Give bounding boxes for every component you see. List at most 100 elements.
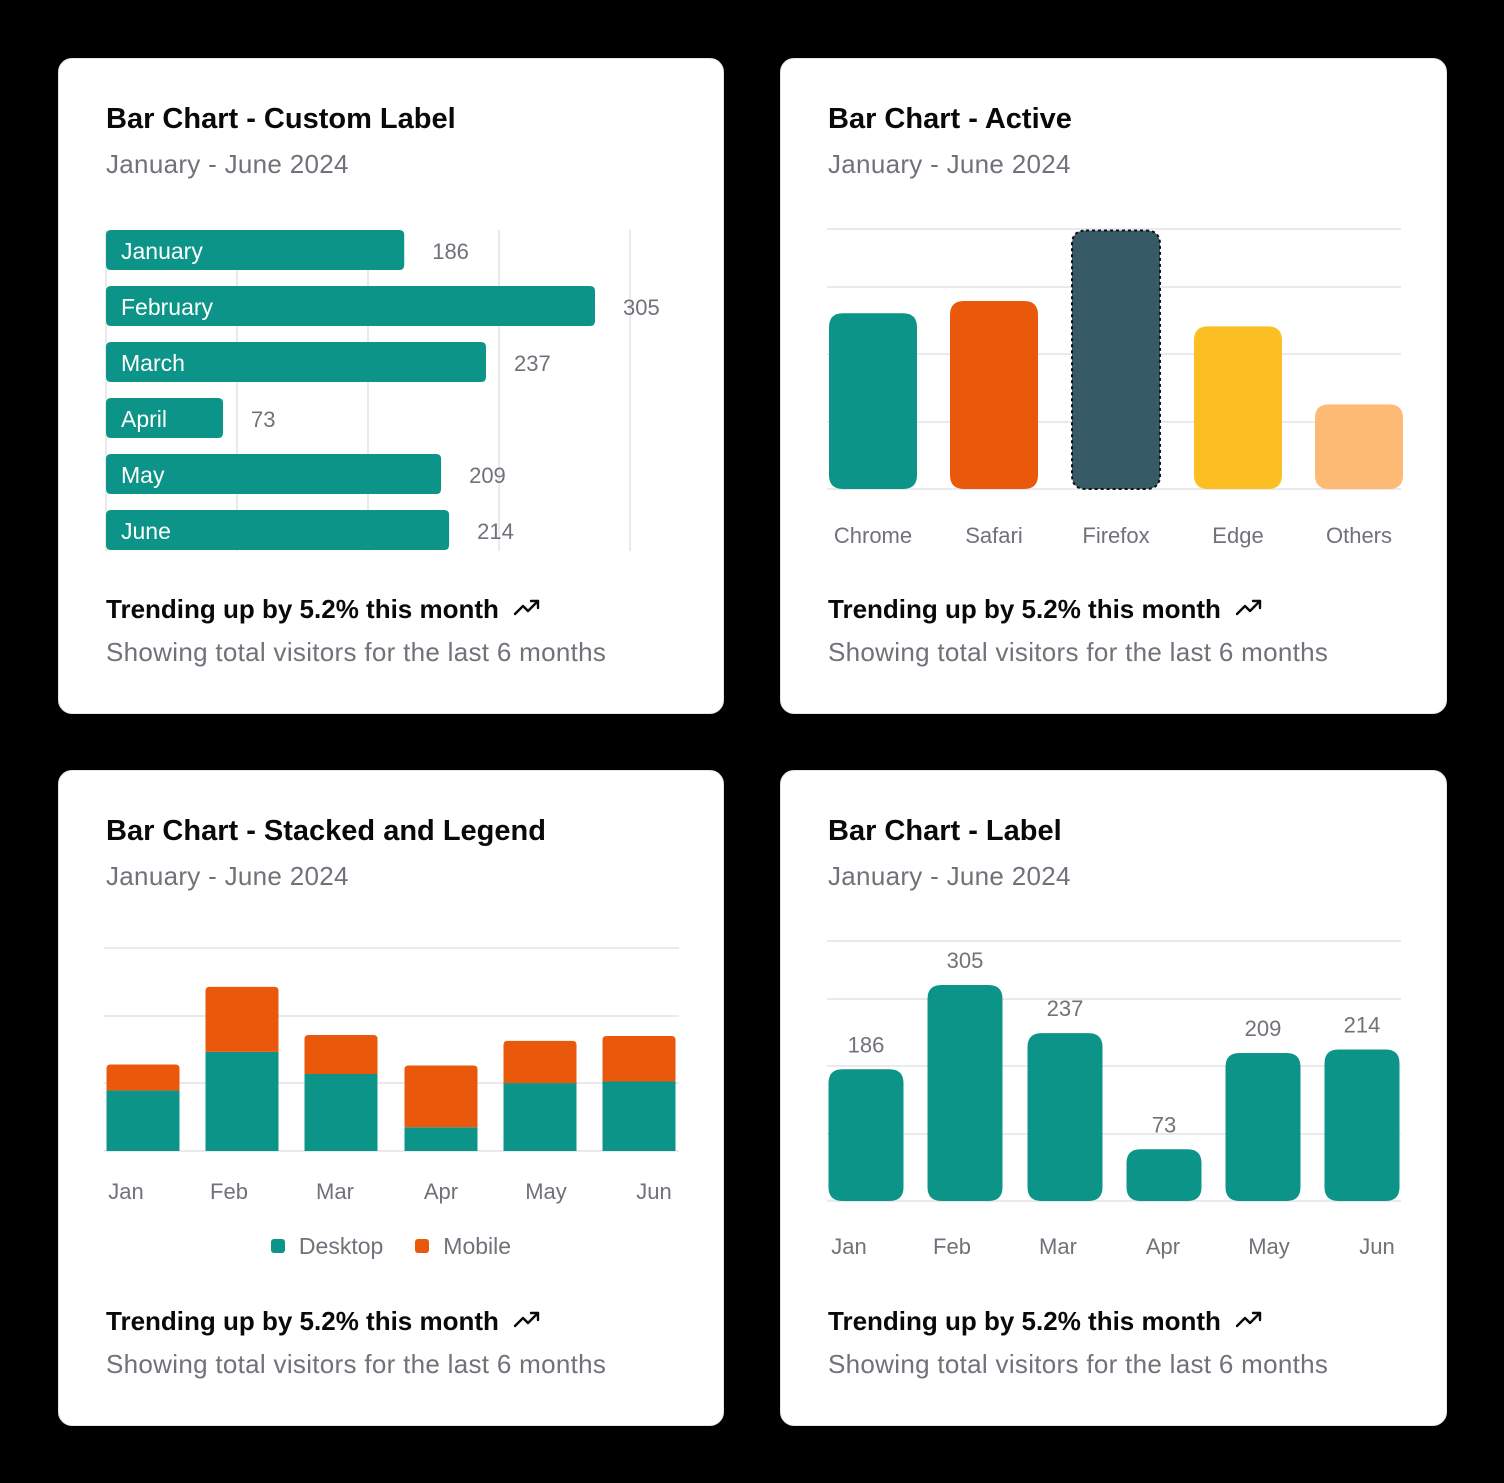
legend-label: Mobile [443, 1233, 512, 1259]
trending-up-icon [513, 1306, 541, 1337]
bar [829, 313, 917, 489]
card-subtitle: January - June 2024 [106, 149, 349, 179]
x-tick-label: Jan [831, 1234, 866, 1259]
trending-up-icon [513, 594, 541, 625]
legend-label: Desktop [298, 1233, 384, 1259]
bar-segment-desktop [503, 1083, 577, 1151]
x-tick-label: Apr [1146, 1234, 1180, 1259]
card-custom-label: Bar Chart - Custom Label January - June … [58, 58, 724, 714]
bar-segment-mobile [602, 1035, 676, 1082]
card-footer-note: Showing total visitors for the last 6 mo… [106, 637, 607, 667]
bar [927, 985, 1003, 1201]
x-tick-label: Feb [933, 1234, 971, 1259]
x-tick-label: Firefox [1082, 523, 1149, 548]
bar [106, 230, 405, 270]
card-subtitle: January - June 2024 [828, 861, 1071, 891]
bar-segment-desktop [304, 1073, 378, 1151]
x-tick-label: Feb [210, 1179, 248, 1204]
x-tick-label: Safari [965, 523, 1022, 548]
x-tick-label: Mar [316, 1179, 354, 1204]
bar [950, 301, 1038, 489]
card-title: Bar Chart - Active [828, 103, 1072, 135]
bar [828, 1069, 904, 1201]
trend-text: Trending up by 5.2% this month [106, 594, 541, 625]
bar-value-label: 73 [251, 407, 275, 432]
trend-text: Trending up by 5.2% this month [106, 1306, 541, 1337]
x-tick-label: Jun [636, 1179, 671, 1204]
bar [1324, 1049, 1400, 1201]
bar [106, 510, 450, 550]
bar-category-label: February [121, 294, 214, 320]
card-active: Bar Chart - Active January - June 2024 C… [780, 58, 1447, 714]
x-tick-label: May [1248, 1234, 1290, 1259]
card-label: Bar Chart - Label January - June 2024 18… [780, 770, 1447, 1426]
card-title: Bar Chart - Custom Label [106, 103, 456, 135]
x-tick-label: May [525, 1179, 567, 1204]
bar-value-label: 73 [1152, 1112, 1176, 1137]
bar-segment-mobile [304, 1034, 378, 1074]
active-bar [1071, 229, 1161, 490]
bar-segment-mobile [205, 986, 279, 1052]
x-tick-label: Chrome [834, 523, 912, 548]
bar-segment-desktop [602, 1081, 676, 1151]
bar-segment-desktop [205, 1051, 279, 1151]
x-tick-label: Apr [424, 1179, 458, 1204]
x-tick-label: Others [1326, 523, 1392, 548]
x-tick-label: Jun [1359, 1234, 1394, 1259]
trend-label: Trending up by 5.2% this month [106, 1306, 499, 1336]
bar-value-label: 237 [1047, 996, 1084, 1021]
bar [106, 342, 486, 382]
stacked-bar-chart: Jan Feb Mar Apr May Jun [104, 947, 679, 1204]
bar-segment-mobile [106, 1064, 180, 1091]
card-title: Bar Chart - Label [828, 815, 1062, 847]
legend-swatch [415, 1238, 430, 1253]
horizontal-bar-chart: January 186 February 305 March 237 April 73 May 2… [105, 230, 660, 551]
legend-item-desktop: Desktop [270, 1233, 384, 1260]
trend-text: Trending up by 5.2% this month [828, 594, 1263, 625]
card-title: Bar Chart - Stacked and Legend [106, 815, 546, 847]
bar [106, 398, 224, 438]
x-tick-label: Mar [1039, 1234, 1077, 1259]
trend-label: Trending up by 5.2% this month [828, 1306, 1221, 1336]
chart-legend: Desktop Mobile [59, 1233, 723, 1260]
bar-category-label: June [121, 518, 171, 544]
bar-category-label: March [121, 350, 185, 376]
bar-value-label: 209 [469, 463, 506, 488]
trending-up-icon [1235, 594, 1263, 625]
bar [106, 454, 442, 494]
bar-value-label: 214 [1344, 1012, 1381, 1037]
x-tick-label: Edge [1212, 523, 1263, 548]
bar-segment-desktop [106, 1090, 180, 1151]
bar-value-label: 305 [947, 948, 984, 973]
labeled-bar-chart: 186 Jan 305 Feb 237 Mar 73 Apr 209 May 214 Jun [827, 940, 1401, 1259]
bar-segment-mobile [503, 1040, 577, 1084]
bar [1315, 404, 1403, 489]
card-subtitle: January - June 2024 [106, 861, 349, 891]
trend-text: Trending up by 5.2% this month [828, 1306, 1263, 1337]
bar [106, 286, 595, 326]
trend-label: Trending up by 5.2% this month [828, 594, 1221, 624]
trending-up-icon [1235, 1306, 1263, 1337]
x-tick-label: Jan [108, 1179, 143, 1204]
legend-item-mobile: Mobile [415, 1233, 511, 1260]
bar-value-label: 209 [1245, 1016, 1282, 1041]
bar [1225, 1052, 1301, 1201]
bar-category-label: May [121, 462, 165, 488]
bar-category-label: January [121, 238, 203, 264]
card-footer-note: Showing total visitors for the last 6 mo… [828, 637, 1329, 667]
bar-value-label: 214 [477, 519, 514, 544]
card-footer-note: Showing total visitors for the last 6 mo… [828, 1349, 1329, 1379]
bar-category-label: April [121, 406, 167, 432]
bar-segment-desktop [404, 1127, 478, 1151]
bar-value-label: 305 [623, 295, 660, 320]
card-stacked-legend: Bar Chart - Stacked and Legend January -… [58, 770, 724, 1426]
bar [1126, 1149, 1202, 1201]
bar-value-label: 186 [432, 239, 469, 264]
bar-value-label: 237 [514, 351, 551, 376]
card-footer-note: Showing total visitors for the last 6 mo… [106, 1349, 607, 1379]
bar [1027, 1033, 1103, 1201]
bar-value-label: 186 [848, 1032, 885, 1057]
card-subtitle: January - June 2024 [828, 149, 1071, 179]
active-bar-chart: Chrome Safari Firefox Edge Others [827, 228, 1403, 548]
bar [1194, 326, 1282, 489]
